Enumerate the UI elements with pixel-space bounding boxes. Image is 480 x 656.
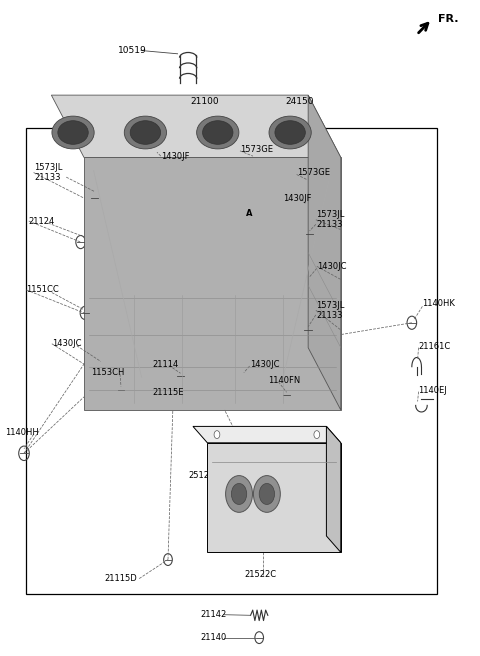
Text: 1153CH: 1153CH (91, 368, 125, 377)
Ellipse shape (275, 121, 305, 144)
Text: 1573GE: 1573GE (297, 168, 330, 177)
Text: 21100: 21100 (190, 97, 219, 106)
Text: 21115E: 21115E (153, 388, 184, 397)
Ellipse shape (52, 116, 94, 149)
Polygon shape (308, 95, 341, 410)
Ellipse shape (203, 121, 233, 144)
Ellipse shape (124, 116, 167, 149)
Bar (26, 128, 437, 594)
Circle shape (231, 483, 247, 504)
Text: 1140EJ: 1140EJ (419, 386, 447, 395)
Text: 1140HK: 1140HK (422, 299, 455, 308)
Text: 1140FN: 1140FN (268, 376, 300, 385)
Circle shape (226, 476, 252, 512)
Text: FR.: FR. (438, 14, 458, 24)
Ellipse shape (269, 116, 311, 149)
Ellipse shape (130, 121, 161, 144)
Circle shape (214, 430, 220, 439)
Text: 1573JL
21133: 1573JL 21133 (34, 163, 62, 182)
Text: 21115D: 21115D (105, 574, 137, 583)
Circle shape (253, 476, 280, 512)
Text: 1573JL
21133: 1573JL 21133 (316, 211, 344, 229)
Text: 25124D: 25124D (188, 471, 221, 480)
Text: 1151CC: 1151CC (26, 285, 59, 295)
Text: 1573GE: 1573GE (240, 145, 273, 154)
Text: 21140: 21140 (201, 633, 227, 642)
Text: 10519: 10519 (118, 46, 146, 55)
Text: 1140HH: 1140HH (5, 428, 38, 438)
Ellipse shape (58, 121, 88, 144)
Text: 21522C: 21522C (245, 570, 277, 579)
Text: 24150: 24150 (286, 97, 314, 106)
Text: 21119B: 21119B (234, 506, 266, 515)
Polygon shape (207, 443, 341, 552)
Text: 21142: 21142 (201, 610, 227, 619)
Polygon shape (51, 95, 341, 157)
Text: A: A (246, 209, 253, 218)
Text: 1140GD: 1140GD (290, 466, 324, 475)
Circle shape (314, 430, 320, 439)
Text: 1430JC: 1430JC (52, 339, 81, 348)
Text: 21114: 21114 (153, 359, 179, 369)
Circle shape (259, 483, 275, 504)
Text: 1430JC: 1430JC (250, 359, 279, 369)
Polygon shape (84, 157, 341, 410)
Text: 1430JF: 1430JF (161, 152, 189, 161)
Polygon shape (326, 426, 341, 552)
Text: 1430JC: 1430JC (317, 262, 346, 271)
Text: 1573JL
21133: 1573JL 21133 (316, 301, 344, 319)
Ellipse shape (197, 116, 239, 149)
Polygon shape (193, 426, 341, 443)
Text: A: A (215, 461, 220, 470)
Text: 21161C: 21161C (419, 342, 451, 351)
Text: 21124: 21124 (29, 216, 55, 226)
Text: 1430JF: 1430JF (283, 194, 312, 203)
